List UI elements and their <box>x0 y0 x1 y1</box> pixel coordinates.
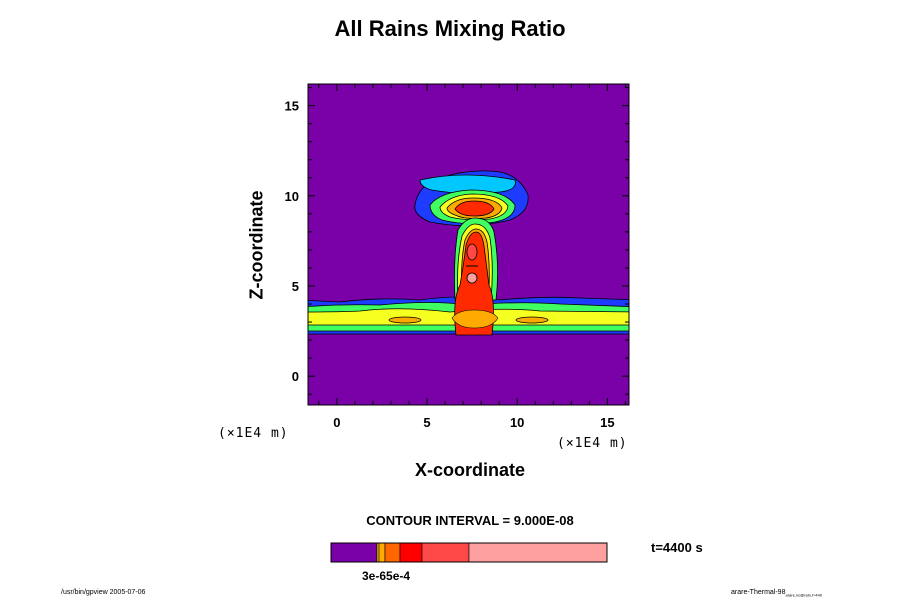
x-tick-label: 5 <box>423 415 430 430</box>
y-tick-label: 0 <box>292 369 299 384</box>
axis-tick-labels: 0 5 10 15 0 5 10 15 <box>285 99 615 430</box>
footer-left: /usr/bin/gpview 2005-07-06 <box>61 589 146 596</box>
x-tick-label: 0 <box>333 415 340 430</box>
footer-right: arare-Thermal-98arare.nc@rain,t=440 <box>731 589 822 597</box>
footer-right-main: arare-Thermal-98 <box>731 589 786 596</box>
anvil-red <box>454 200 495 217</box>
y-tick-label: 15 <box>285 99 299 114</box>
x-axis-label: X-coordinate <box>414 460 525 480</box>
axis-ticks <box>308 84 629 405</box>
chart-title: All Rains Mixing Ratio <box>334 16 566 41</box>
core-pink <box>466 272 478 284</box>
x-axis-unit: (×1E4 m) <box>557 436 628 451</box>
column-red <box>454 231 494 336</box>
column-base-orange <box>451 309 499 329</box>
core-light-red <box>466 243 478 261</box>
y-axis-unit: (×1E4 m) <box>218 426 289 441</box>
x-tick-label: 10 <box>510 415 524 430</box>
time-label: t=4400 s <box>651 540 703 555</box>
contour-interval: CONTOUR INTERVAL = 9.000E-08 <box>366 513 574 528</box>
colorbar-tick-label: 3e-65e-4 <box>362 569 411 583</box>
y-axis-label: Z-coordinate <box>246 190 267 300</box>
x-tick-label: 15 <box>600 415 614 430</box>
footer-right-sub: arare.nc@rain,t=440 <box>785 592 823 598</box>
layer-orange-right <box>515 316 549 324</box>
plot-frame <box>307 83 630 406</box>
y-tick-label: 5 <box>292 279 299 294</box>
contour-fill <box>308 170 629 336</box>
layer-orange-left <box>388 316 422 324</box>
y-tick-label: 10 <box>285 189 299 204</box>
anvil-cyan <box>419 174 516 194</box>
